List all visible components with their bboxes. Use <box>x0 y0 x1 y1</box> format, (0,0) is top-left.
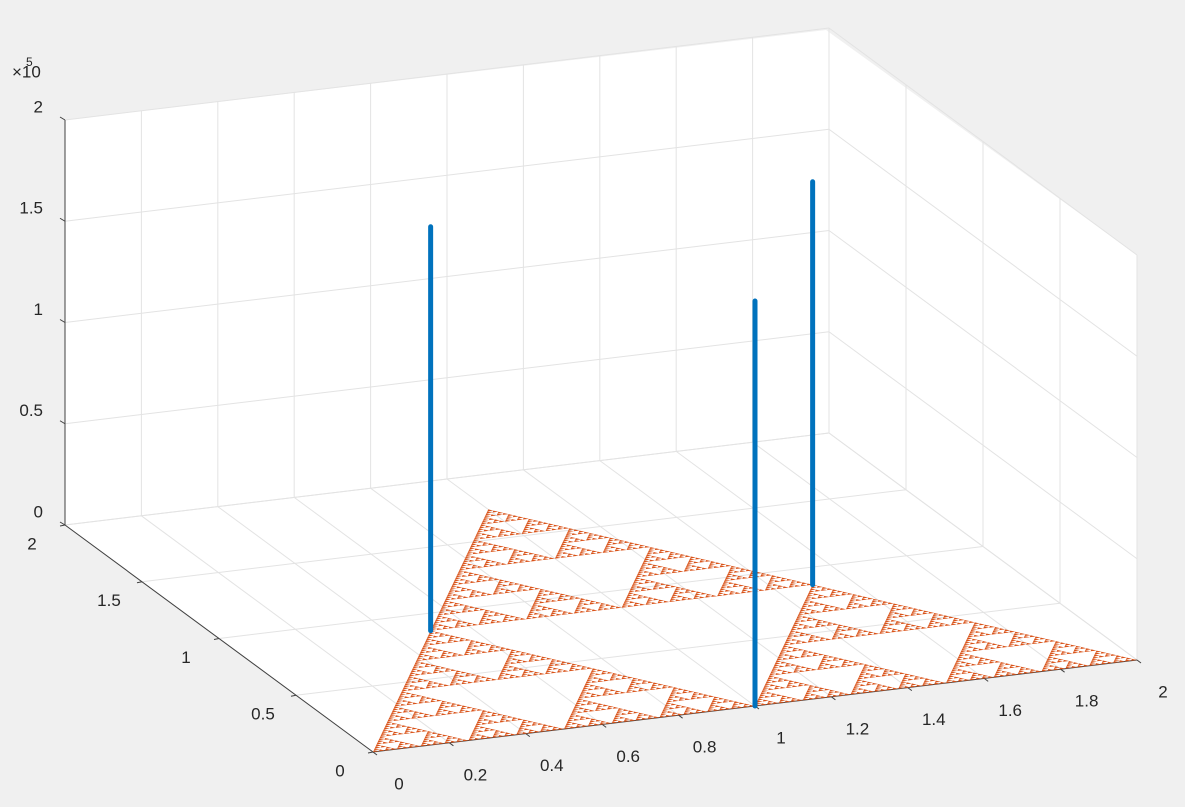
x-tick-label: 0.2 <box>464 765 488 784</box>
grid-line <box>64 331 830 425</box>
z-tick-label: 0 <box>34 502 43 521</box>
grid-line <box>828 230 1138 458</box>
z-tick-label: 2 <box>34 97 43 116</box>
x-tick-label: 0 <box>394 774 403 793</box>
z-tick <box>59 217 66 222</box>
grid-line <box>828 331 1138 560</box>
grid-line <box>295 602 1061 696</box>
x-tick-label: 2 <box>1158 682 1167 701</box>
x-tick-label: 0.8 <box>693 738 717 757</box>
x-tick <box>1136 659 1142 664</box>
x-tick-label: 1.6 <box>998 701 1022 720</box>
y-tick-label: 0 <box>335 761 344 780</box>
grid-line <box>64 432 830 526</box>
grid-line <box>218 546 984 639</box>
x-tick <box>983 678 989 682</box>
z-multiplier: ×10 <box>12 62 41 81</box>
z-tick <box>59 319 66 323</box>
x-tick-label: 1 <box>776 728 785 747</box>
x-tick <box>525 733 531 737</box>
grid-line <box>64 230 830 323</box>
z-tick-label: 1.5 <box>19 199 43 218</box>
z-tick-label: 1 <box>34 300 43 319</box>
y-tick <box>367 751 374 754</box>
axes-background <box>65 30 1137 752</box>
x-tick-label: 1.8 <box>1075 692 1099 711</box>
y-tick-label: 2 <box>27 534 36 553</box>
y-tick-label: 1 <box>181 648 190 667</box>
z-tick <box>59 116 66 121</box>
grid-line <box>64 27 830 121</box>
grid-line <box>828 27 1138 256</box>
x-tick <box>372 751 378 756</box>
x-tick <box>678 714 683 719</box>
grid-line <box>828 128 1138 357</box>
z-multiplier-exponent: 5 <box>26 55 33 69</box>
z-tick <box>59 420 66 425</box>
grid-line <box>64 128 830 222</box>
x-tick-label: 0.4 <box>540 756 564 775</box>
z-tick <box>59 521 66 526</box>
x-tick <box>449 742 454 747</box>
grid-line <box>828 432 1138 661</box>
y-tick <box>136 581 143 584</box>
y-tick <box>290 694 297 697</box>
x-tick <box>1060 668 1065 673</box>
x-tick-label: 1.4 <box>922 710 946 729</box>
z-tick-label: 0.5 <box>19 401 43 420</box>
y-tick-label: 0.5 <box>251 705 275 724</box>
x-tick <box>831 696 836 701</box>
x-tick-label: 0.6 <box>616 747 640 766</box>
x-tick <box>907 687 913 691</box>
y-tick <box>59 524 66 527</box>
x-tick-label: 1.2 <box>846 719 870 738</box>
y-tick-label: 1.5 <box>97 591 121 610</box>
grid-line <box>141 489 907 583</box>
x-tick <box>601 724 607 728</box>
y-tick <box>213 638 220 640</box>
